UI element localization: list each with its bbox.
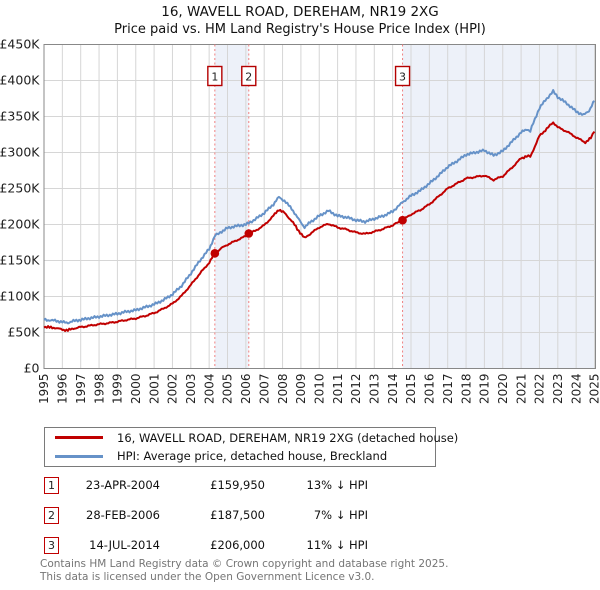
svg-text:2008: 2008 (276, 374, 290, 405)
svg-text:2021: 2021 (514, 374, 528, 405)
price-history-chart: 1 2 3£0£50K£100K£150K£200K£250K£300K£350K£… (0, 37, 600, 405)
svg-text:2014: 2014 (386, 374, 400, 405)
transaction-date: 14-JUL-2014 (89, 538, 160, 552)
sale-dot (398, 215, 407, 225)
sale-marker-number: 3 (399, 71, 406, 84)
legend-label: 16, WAVELL ROAD, DEREHAM, NR19 2XG (deta… (117, 430, 459, 445)
svg-text:£400K: £400K (0, 73, 40, 88)
svg-text:2011: 2011 (331, 374, 345, 405)
transaction-vs-hpi: 7% ↓ HPI (313, 508, 368, 522)
sale-dot (244, 229, 254, 238)
svg-text:2025: 2025 (588, 374, 600, 405)
svg-text:1999: 1999 (111, 374, 125, 405)
transaction-date: 28-FEB-2006 (86, 508, 160, 522)
page-subtitle: Price paid vs. HM Land Registry's House … (114, 22, 486, 37)
sale-marker-number: 1 (211, 71, 218, 84)
transaction-row: 2 28-FEB-2006 £187,500 7% ↓ HPI (0, 507, 600, 525)
svg-text:£450K: £450K (0, 37, 40, 52)
svg-text:2000: 2000 (129, 374, 143, 405)
transaction-number-badge: 3 (44, 537, 59, 554)
sale-marker-box (241, 65, 257, 87)
transaction-date: 23-APR-2004 (85, 478, 160, 492)
svg-text:£100K: £100K (0, 289, 40, 304)
license-footer: Contains HM Land Registry data © Crown c… (40, 558, 580, 583)
transaction-row: 1 23-APR-2004 £159,950 13% ↓ HPI (0, 477, 600, 495)
svg-text:£50K: £50K (7, 325, 40, 340)
svg-text:1997: 1997 (74, 374, 88, 405)
sale-marker-number: 2 (245, 71, 252, 84)
svg-text:2009: 2009 (294, 374, 308, 405)
svg-text:2022: 2022 (533, 374, 547, 405)
svg-text:2005: 2005 (221, 374, 235, 405)
svg-text:1996: 1996 (56, 374, 70, 405)
svg-text:2006: 2006 (239, 374, 253, 405)
y-axis-labels: £0 £50K £100K £150K £200K £250K £300K £350K £400… (0, 37, 40, 376)
transaction-row: 3 14-JUL-2014 £206,000 11% ↓ HPI (0, 537, 600, 555)
svg-text:£250K: £250K (0, 181, 40, 196)
x-axis-labels: 1995 1996 1997 1998 1999 2000 2001 2002 2003 2004… (37, 374, 600, 405)
legend-label: HPI: Average price, detached house, Brec… (117, 449, 388, 464)
plot-border (43, 44, 596, 369)
property-price-line (43, 121, 596, 333)
hpi-shaded-band (214, 44, 249, 369)
legend-entry-property: 16, WAVELL ROAD, DEREHAM, NR19 2XG (deta… (45, 430, 458, 446)
page-title: 16, WAVELL ROAD, DEREHAM, NR19 2XG (161, 4, 439, 20)
gridlines (43, 44, 596, 369)
sale-dot (210, 249, 220, 258)
svg-text:2012: 2012 (349, 374, 363, 405)
property-line-swatch (55, 436, 103, 440)
sale-date-lines (214, 44, 404, 369)
svg-text:2003: 2003 (184, 374, 198, 405)
transaction-price: £159,950 (210, 478, 265, 492)
legend-entry-hpi: HPI: Average price, detached house, Brec… (45, 449, 435, 465)
svg-text:2024: 2024 (569, 374, 583, 405)
svg-text:2018: 2018 (459, 374, 473, 405)
svg-text:2019: 2019 (478, 374, 492, 405)
transaction-price: £187,500 (210, 508, 265, 522)
chart-legend: 16, WAVELL ROAD, DEREHAM, NR19 2XG (deta… (44, 427, 458, 467)
svg-text:2020: 2020 (496, 374, 510, 405)
footer-line: This data is licensed under the Open Gov… (40, 570, 375, 583)
svg-text:1995: 1995 (37, 374, 51, 405)
sale-marker-labels: 1 2 3 (207, 65, 411, 87)
svg-text:2001: 2001 (147, 374, 161, 405)
svg-text:2010: 2010 (312, 374, 326, 405)
svg-text:2007: 2007 (257, 374, 271, 405)
svg-text:£300K: £300K (0, 145, 40, 160)
transaction-number-badge: 2 (44, 507, 59, 524)
sale-point-dots (210, 215, 407, 258)
svg-text:£350K: £350K (0, 109, 40, 124)
shaded-bands (214, 44, 596, 369)
svg-text:2013: 2013 (368, 374, 382, 405)
svg-text:2015: 2015 (404, 374, 418, 405)
svg-text:£150K: £150K (0, 253, 40, 268)
transaction-vs-hpi: 13% ↓ HPI (306, 478, 368, 492)
transaction-vs-hpi: 11% ↓ HPI (306, 538, 368, 552)
svg-text:2016: 2016 (423, 374, 437, 405)
hpi-shaded-band (402, 44, 596, 369)
svg-text:2004: 2004 (202, 374, 216, 405)
footer-line: Contains HM Land Registry data © Crown c… (40, 558, 449, 570)
transaction-number-badge: 1 (44, 477, 59, 494)
hpi-line (43, 89, 596, 325)
svg-text:2017: 2017 (441, 374, 455, 405)
sale-marker-box (394, 65, 411, 87)
svg-text:1998: 1998 (92, 374, 106, 405)
hpi-line-swatch (55, 454, 103, 458)
svg-text:£0: £0 (24, 361, 40, 376)
svg-text:2023: 2023 (551, 374, 565, 405)
svg-text:2002: 2002 (166, 374, 180, 405)
transaction-price: £206,000 (210, 538, 265, 552)
sale-marker-box (207, 65, 223, 87)
svg-text:£200K: £200K (0, 217, 40, 232)
